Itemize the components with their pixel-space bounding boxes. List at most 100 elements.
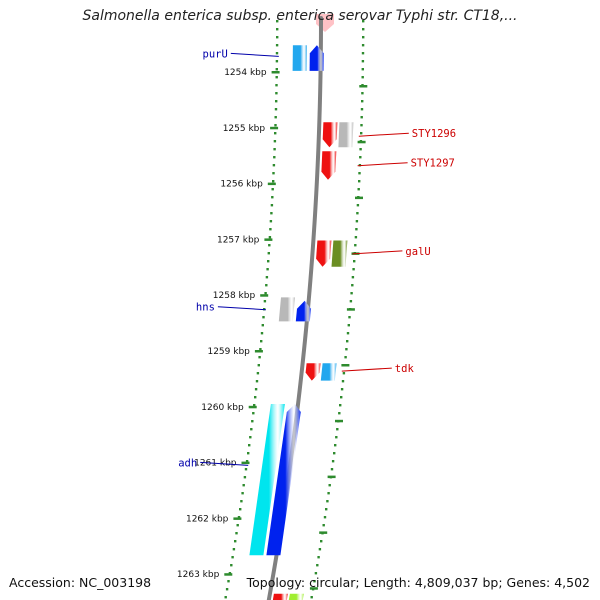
tick-mark-left (267, 182, 276, 186)
tick-mark-right (359, 85, 368, 88)
reverse-track-dot (242, 484, 245, 487)
reverse-track-dot (270, 204, 274, 207)
reverse-track-dot (275, 60, 279, 63)
tick-mark-left (224, 573, 233, 576)
forward-track-dot (318, 548, 322, 551)
reverse-track-dot (248, 444, 251, 447)
forward-track-dot (361, 100, 364, 103)
forward-track-dot (361, 68, 364, 71)
forward-track-dot (333, 452, 336, 455)
gene-label-galu[interactable]: galU (405, 246, 430, 258)
tick-mark-right (357, 140, 366, 144)
tick-mark-left (233, 517, 242, 520)
forward-track-dot (316, 564, 319, 567)
gene-label-tdk[interactable]: tdk (395, 363, 415, 375)
forward-track-dot (360, 116, 363, 119)
reverse-track-dot (274, 108, 278, 111)
reverse-track-dot (260, 340, 263, 343)
feature-f1-other[interactable] (338, 122, 354, 148)
feature-g3-gene[interactable] (272, 593, 288, 600)
feature-purU-cds[interactable] (292, 45, 307, 71)
feature-hns-other[interactable] (278, 297, 295, 322)
feature-tdk-cds[interactable] (320, 363, 337, 381)
feature-g3-other[interactable] (287, 593, 304, 600)
forward-track-dot (350, 292, 353, 295)
forward-track-dot (320, 540, 323, 543)
tick-mark-right (341, 364, 350, 367)
feature-f1-gene[interactable] (322, 122, 338, 148)
forward-track-dot (314, 572, 318, 575)
reverse-track-dot (271, 196, 274, 199)
forward-track-dot (344, 356, 347, 359)
forward-track-dot (338, 412, 341, 415)
reverse-track-dot (243, 476, 247, 479)
reverse-track-dot (232, 548, 236, 551)
reverse-track-dot (264, 292, 267, 295)
forward-track-dot (356, 212, 359, 215)
forward-track-dot (348, 316, 351, 319)
label-layer: purU STY1296 STY1297 galU hns tdk adh (178, 48, 456, 469)
accession-text: Accession: NC_003198 (9, 575, 152, 590)
forward-track-dot (325, 508, 328, 511)
forward-track-dot (313, 580, 316, 583)
forward-track-dot (340, 388, 344, 391)
reverse-track-dot (273, 140, 277, 143)
reverse-track-dot (276, 20, 279, 23)
forward-track-dot (335, 436, 338, 439)
reverse-track-dot (268, 244, 271, 247)
feature-galU-gene[interactable] (316, 240, 332, 267)
feature-galU-tr[interactable] (331, 240, 348, 267)
gene-label-sty1297[interactable]: STY1297 (411, 158, 455, 170)
forward-track-dot (345, 348, 348, 351)
feature-adh-gene[interactable] (266, 404, 301, 556)
gene-label-sty1296[interactable]: STY1296 (412, 128, 456, 140)
forward-track-dot (336, 428, 339, 431)
feature-f2-gene[interactable] (321, 151, 337, 180)
reverse-track-dot (265, 284, 268, 287)
tick-mark-right (355, 196, 363, 200)
reverse-track-dot (275, 84, 278, 87)
reverse-track-dot (269, 228, 272, 231)
reverse-track-dot (240, 500, 243, 503)
forward-track-dot (360, 124, 363, 127)
tick-label: 1255 kbp (223, 124, 266, 134)
label-leader-sty1297 (357, 162, 408, 167)
tick-label: 1262 kbp (186, 514, 229, 524)
tick-label: 1259 kbp (207, 347, 250, 357)
forward-track-dot (353, 260, 356, 263)
tick-mark-right (335, 419, 343, 423)
tick-mark-left (260, 294, 269, 297)
reverse-track-dot (260, 332, 264, 335)
gene-label-puru[interactable]: purU (203, 48, 228, 60)
forward-track-dot (361, 52, 365, 55)
tick-mark-right (327, 475, 336, 479)
forward-track-dot (349, 300, 353, 303)
reverse-track-dot (274, 116, 277, 119)
forward-track-dot (355, 220, 359, 223)
feature-adh-cds[interactable] (249, 404, 285, 556)
forward-track-dot (359, 148, 362, 151)
feature-purU-gene[interactable] (309, 45, 324, 71)
label-leader-hns (217, 306, 266, 311)
reverse-track-dot (224, 596, 227, 599)
forward-track-dot (327, 492, 330, 495)
tick-label: 1263 kbp (177, 570, 220, 580)
tick-mark-left (248, 405, 257, 409)
forward-track-dot (322, 524, 325, 527)
gene-label-hns[interactable]: hns (196, 302, 215, 314)
reverse-track-dot (271, 188, 274, 191)
feature-hns-gene[interactable] (295, 300, 311, 322)
reverse-track-dot (275, 44, 279, 47)
gene-label-adh[interactable]: adh (178, 457, 197, 469)
reverse-track-dot (267, 260, 270, 263)
reverse-track-dot (263, 300, 267, 303)
tick-label: 1254 kbp (224, 68, 267, 78)
reverse-track-dot (259, 348, 262, 351)
reverse-track-dot (237, 516, 241, 519)
forward-track-dot (360, 108, 364, 111)
reverse-track-dot (234, 540, 237, 543)
reverse-track-dot (255, 380, 259, 383)
feature-tdk-gene[interactable] (305, 363, 321, 381)
